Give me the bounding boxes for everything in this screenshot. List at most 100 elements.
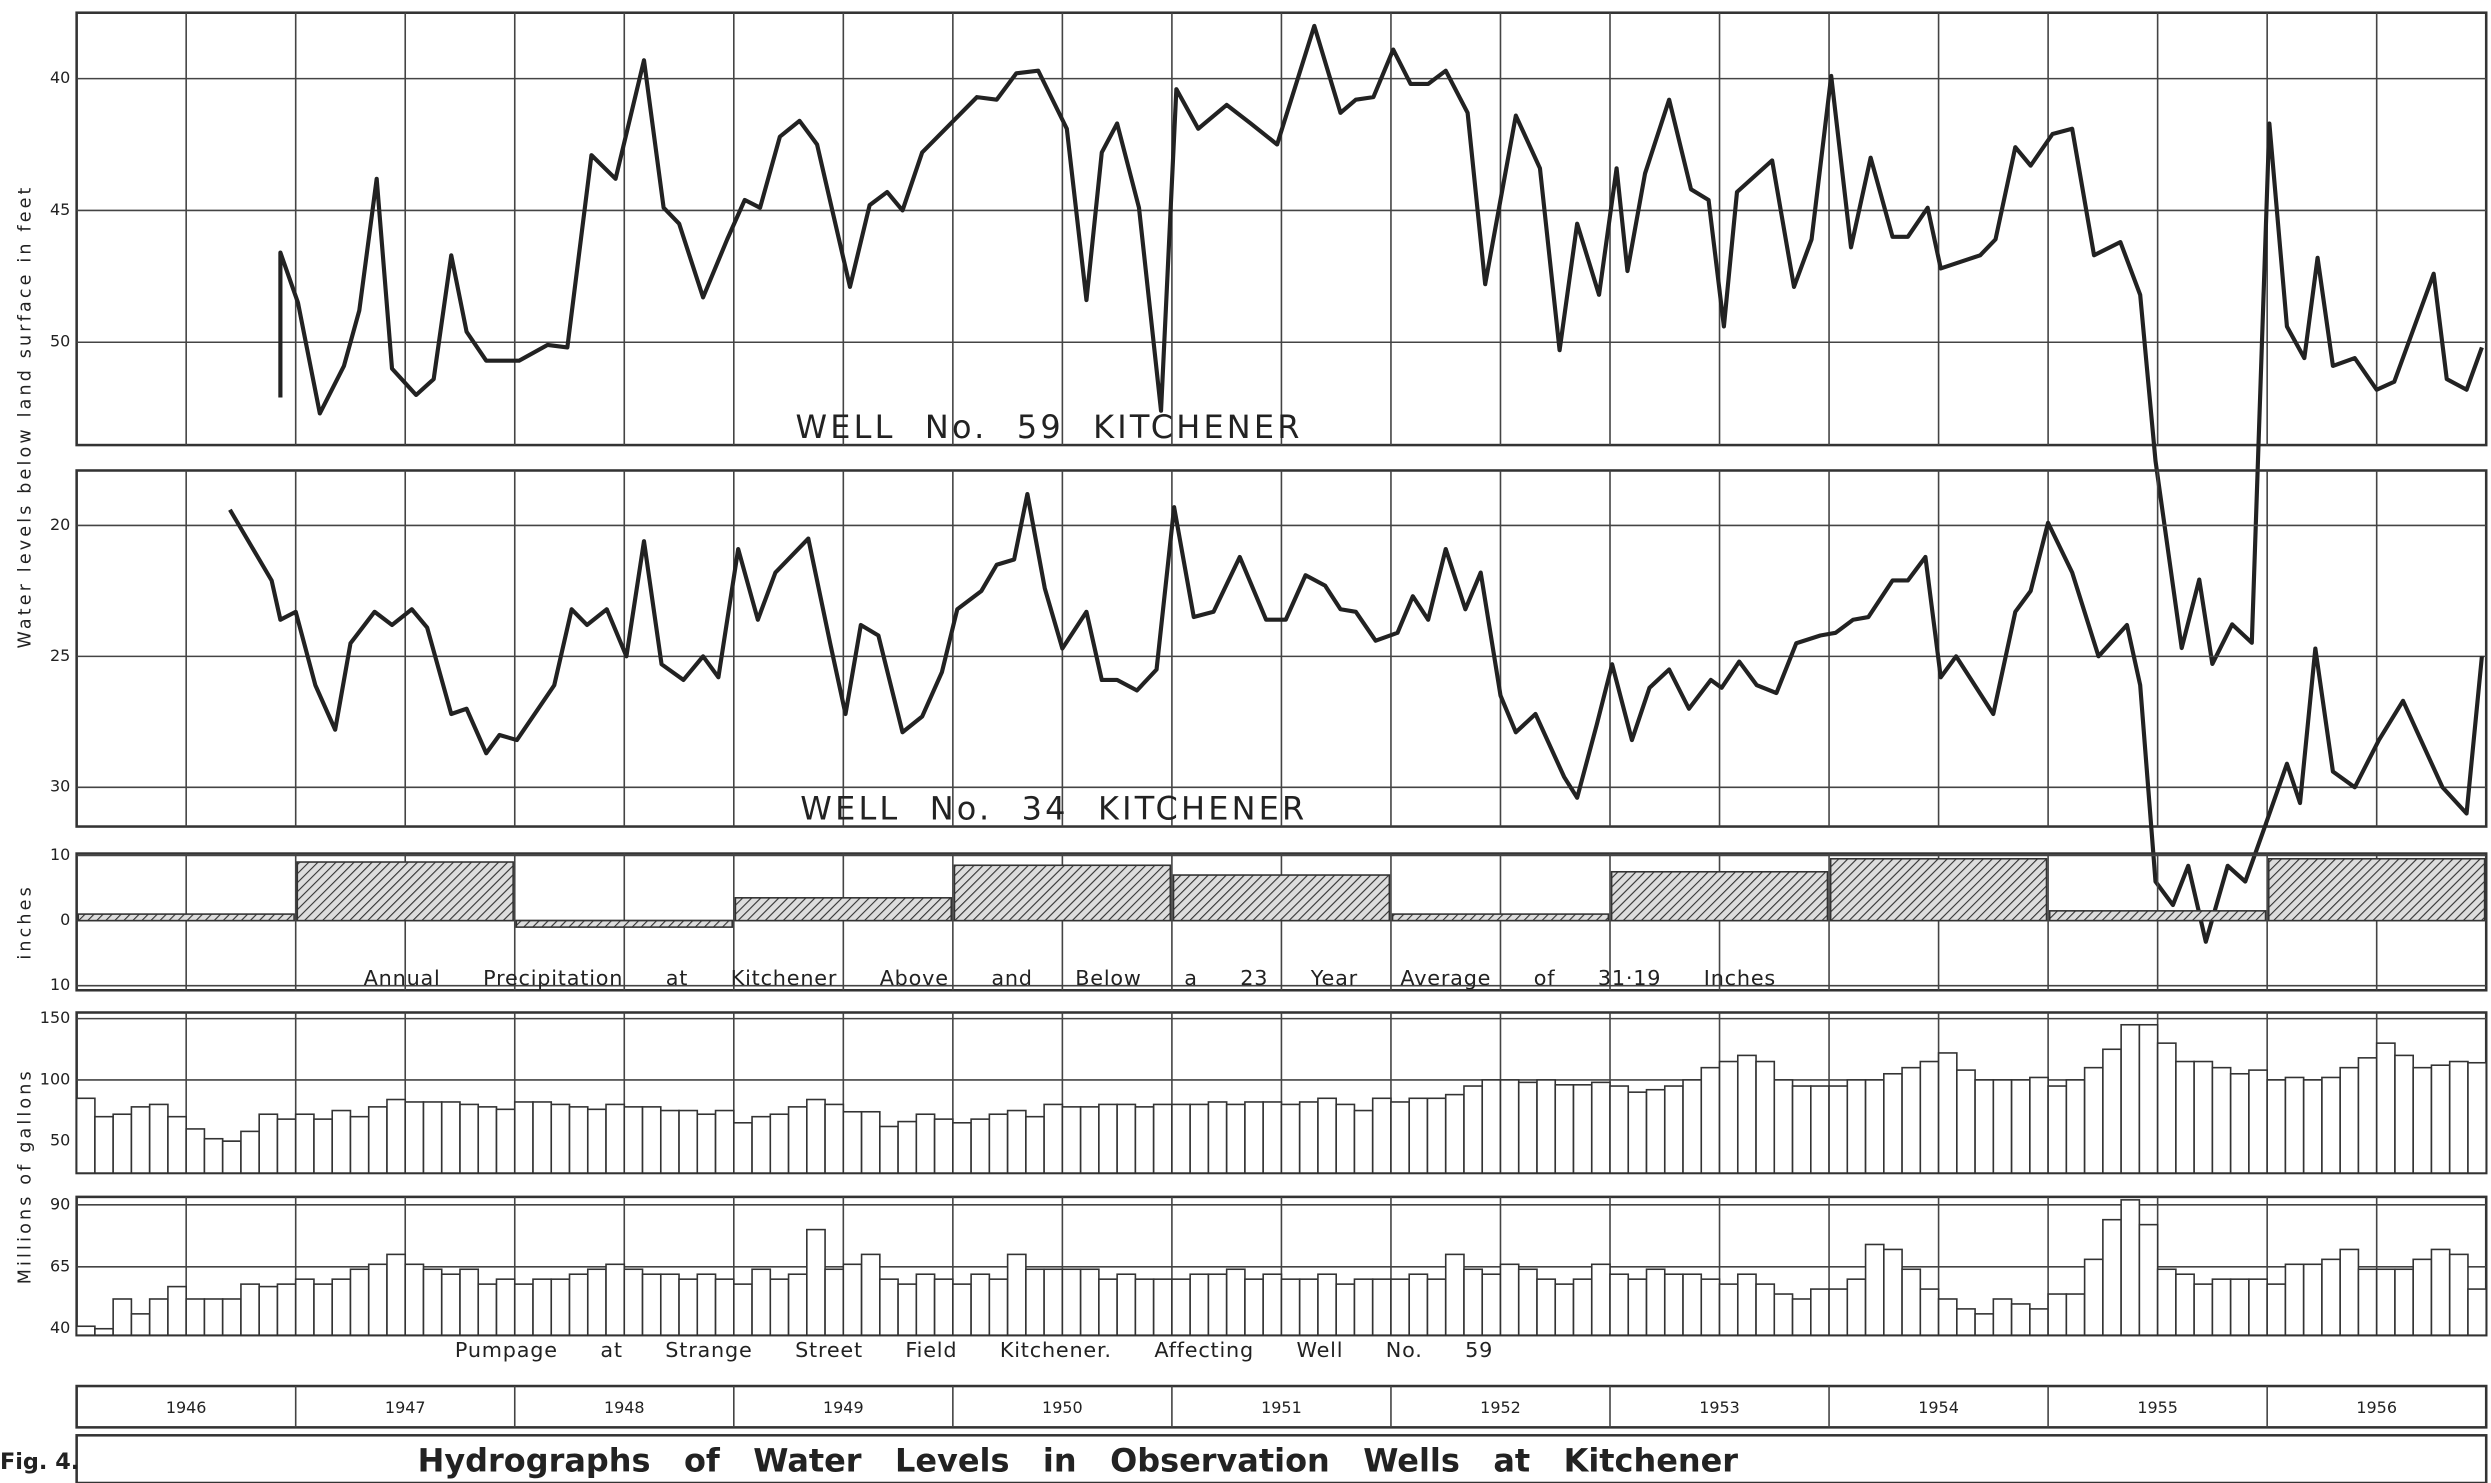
monthly-pumpage-bar [2156, 1268, 2177, 1336]
year-label: 1950 [1042, 1398, 1083, 1417]
monthly-pumpage-bar [806, 1098, 826, 1174]
monthly-pumpage-bar [477, 1106, 498, 1174]
monthly-pumpage-bar [2156, 1042, 2177, 1174]
monthly-pumpage-bar [824, 1268, 845, 1336]
monthly-pumpage-bar [1937, 1298, 1958, 1336]
monthly-pumpage-bar [879, 1278, 899, 1336]
monthly-pumpage-bar [714, 1109, 735, 1174]
y-tick-label: 30 [50, 777, 70, 796]
monthly-pumpage-bar [1919, 1288, 1940, 1336]
monthly-pumpage-bar [331, 1278, 352, 1336]
monthly-pumpage-bar [1810, 1288, 1830, 1336]
monthly-pumpage-bar [532, 1101, 553, 1174]
year-label: 1955 [2137, 1398, 2178, 1417]
monthly-pumpage-bar [1371, 1278, 1392, 1336]
monthly-pumpage-bar [1700, 1278, 1721, 1336]
monthly-pumpage-bar [842, 1263, 863, 1336]
monthly-pumpage-bar [623, 1106, 644, 1174]
monthly-pumpage-bar [1736, 1273, 1757, 1336]
monthly-pumpage-bar [1207, 1101, 1228, 1174]
y-tick-label: 40 [50, 68, 70, 87]
monthly-pumpage-bar [806, 1228, 826, 1336]
year-label: 1952 [1480, 1398, 1521, 1417]
monthly-pumpage-bar [1937, 1052, 1958, 1174]
monthly-pumpage-bar [550, 1278, 571, 1336]
y-axis-label: inches [16, 884, 36, 960]
monthly-pumpage-bar [367, 1106, 388, 1174]
monthly-pumpage-bar [1663, 1085, 1684, 1174]
monthly-pumpage-bar [75, 1097, 96, 1174]
monthly-pumpage-bar [2394, 1268, 2414, 1336]
monthly-pumpage-bar [933, 1278, 954, 1336]
monthly-pumpage-bar [2248, 1069, 2268, 1174]
monthly-pumpage-bar [203, 1137, 224, 1174]
monthly-pumpage-bar [1791, 1085, 1812, 1174]
monthly-pumpage-bar [824, 1103, 845, 1174]
monthly-pumpage-bar [2138, 1023, 2159, 1174]
monthly-pumpage-bar [2211, 1278, 2232, 1336]
monthly-pumpage-bar [659, 1273, 680, 1336]
monthly-pumpage-bar [185, 1128, 206, 1174]
precipitation-bar [1391, 913, 1610, 922]
year-label: 1956 [2356, 1398, 2397, 1417]
monthly-pumpage-bar [148, 1103, 169, 1174]
monthly-pumpage-bar [1992, 1298, 2013, 1336]
monthly-pumpage-bar [221, 1298, 242, 1336]
monthly-pumpage-bar [988, 1278, 1009, 1336]
monthly-pumpage-bar [1390, 1101, 1411, 1174]
monthly-pumpage-bar [2083, 1258, 2104, 1336]
monthly-pumpage-bar [1536, 1278, 1557, 1336]
precipitation-bar [1610, 870, 1829, 922]
monthly-pumpage-bar [605, 1263, 626, 1336]
monthly-pumpage-bar [75, 1325, 96, 1336]
monthly-pumpage-bar [1134, 1106, 1155, 1174]
monthly-pumpage-bar [2375, 1042, 2396, 1174]
year-label: 1949 [823, 1398, 864, 1417]
monthly-pumpage-bar [2266, 1079, 2287, 1174]
year-label: 1954 [1918, 1398, 1959, 1417]
monthly-pumpage-bar [513, 1101, 534, 1174]
monthly-pumpage-bar [1134, 1278, 1155, 1336]
monthly-pumpage-bar [678, 1109, 699, 1174]
monthly-pumpage-bar [1992, 1079, 2013, 1174]
monthly-pumpage-bar [1645, 1088, 1666, 1174]
chart-title: WELL No. 59 KITCHENER [796, 408, 1303, 446]
monthly-pumpage-bar [1517, 1268, 1538, 1336]
precipitation-bar [2048, 910, 2267, 922]
monthly-pumpage-bar [733, 1283, 753, 1336]
monthly-pumpage-bar [860, 1253, 881, 1336]
y-tick-label: 45 [50, 200, 70, 219]
monthly-pumpage-bar [787, 1273, 808, 1336]
monthly-pumpage-bar [513, 1283, 534, 1336]
monthly-pumpage-bar [1079, 1268, 1100, 1336]
monthly-pumpage-bar [1444, 1093, 1465, 1174]
monthly-pumpage-bar [2193, 1283, 2214, 1336]
monthly-pumpage-bar [2102, 1048, 2122, 1174]
monthly-pumpage-bar [2467, 1061, 2488, 1174]
monthly-pumpage-bar [1116, 1103, 1137, 1174]
y-tick-label: 20 [50, 515, 70, 534]
y-tick-label: 10 [50, 845, 70, 864]
monthly-pumpage-bar [258, 1285, 279, 1336]
precipitation-bar [296, 861, 514, 922]
monthly-pumpage-bar [2430, 1064, 2451, 1174]
monthly-pumpage-bar [2321, 1258, 2341, 1336]
monthly-pumpage-bar [879, 1125, 899, 1174]
monthly-pumpage-bar [605, 1103, 626, 1174]
monthly-pumpage-bar [167, 1285, 187, 1336]
monthly-pumpage-bar [2375, 1268, 2396, 1336]
monthly-pumpage-bar [1682, 1079, 1703, 1174]
monthly-pumpage-bar [2394, 1054, 2414, 1174]
monthly-pumpage-bar [313, 1283, 334, 1336]
monthly-pumpage-bar [751, 1268, 772, 1336]
monthly-pumpage-bar [2010, 1079, 2031, 1174]
monthly-pumpage-bar [1590, 1263, 1611, 1336]
monthly-pumpage-bar [1262, 1101, 1283, 1174]
monthly-pumpage-bar [2065, 1293, 2086, 1336]
monthly-pumpage-bar [167, 1115, 187, 1174]
monthly-pumpage-bar [2412, 1066, 2433, 1174]
title-row [75, 1434, 2488, 1483]
monthly-pumpage-bar [1079, 1106, 1100, 1174]
monthly-pumpage-bar [185, 1298, 206, 1336]
monthly-pumpage-bar [678, 1278, 699, 1336]
